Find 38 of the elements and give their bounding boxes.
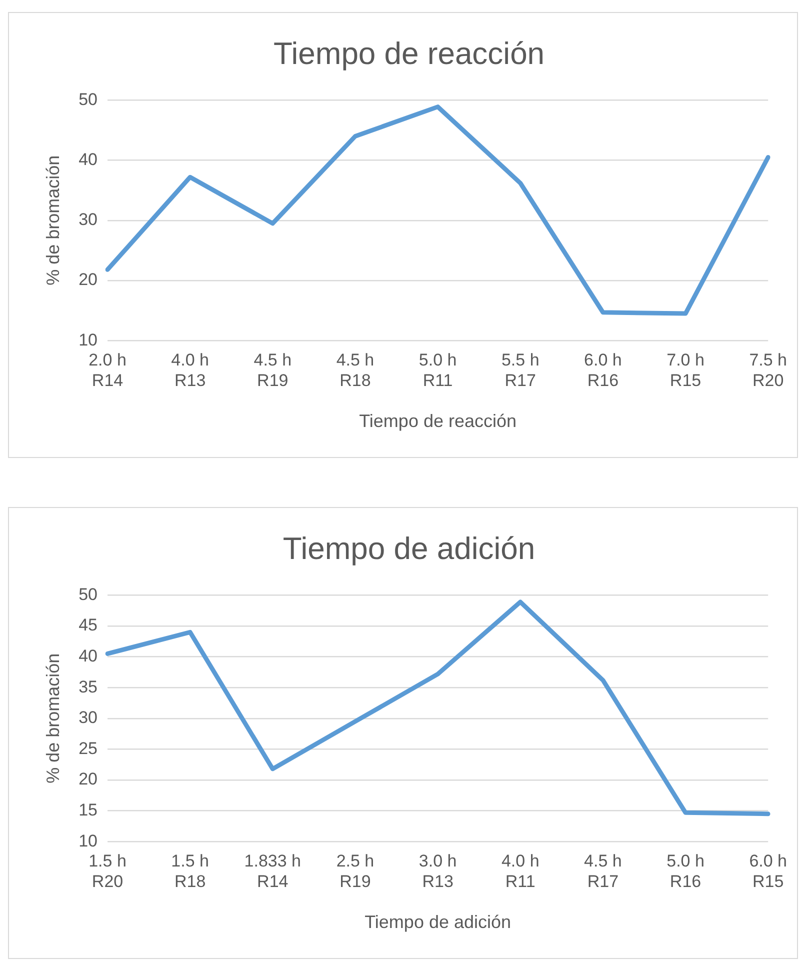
x-tick-label: 2.0 h R14 — [88, 350, 126, 390]
y-tick-label: 40 — [78, 150, 98, 169]
x-tick-label: 2.5 h R19 — [336, 851, 374, 891]
x-tick-label: 4.5 h R19 — [254, 350, 292, 390]
x-tick-label: 5.0 h R16 — [666, 851, 704, 891]
y-tick-label: 10 — [78, 831, 98, 850]
x-tick-label: 5.0 h R11 — [418, 350, 457, 390]
x-tick-label: 4.0 h R11 — [501, 851, 540, 891]
x-tick-label: 1.5 h R18 — [171, 851, 209, 891]
x-tick-label: 6.0 h R15 — [749, 851, 787, 891]
x-tick-label: 4.5 h R18 — [336, 350, 374, 390]
x-tick-label: 7.5 h R20 — [749, 350, 787, 390]
x-tick-label: 4.5 h R17 — [584, 851, 622, 891]
x-tick-label: 5.5 h R17 — [501, 350, 540, 390]
y-axis-title: % de bromación — [42, 653, 63, 784]
x-tick-label: 1.5 h R20 — [88, 851, 126, 891]
x-axis-title: Tiempo de reacción — [359, 411, 517, 432]
x-tick-label: 4.0 h R13 — [171, 350, 209, 390]
y-tick-label: 50 — [78, 90, 98, 109]
x-tick-label: 3.0 h R13 — [418, 851, 457, 891]
x-tick-label: 7.0 h R15 — [666, 350, 704, 390]
y-tick-label: 40 — [78, 646, 98, 666]
y-axis-title: % de bromación — [42, 155, 63, 286]
y-tick-label: 35 — [78, 677, 98, 696]
y-tick-label: 45 — [78, 616, 98, 635]
y-tick-label: 20 — [78, 270, 98, 290]
y-tick-label: 25 — [78, 738, 98, 758]
y-tick-label: 20 — [78, 770, 98, 789]
x-axis-title: Tiempo de adición — [364, 912, 512, 932]
y-tick-label: 10 — [78, 330, 98, 350]
y-tick-label: 50 — [78, 584, 98, 604]
x-tick-label: 1.833 h R14 — [244, 851, 302, 891]
y-tick-label: 30 — [78, 210, 98, 230]
chart-title: Tiempo de reacción — [273, 36, 545, 72]
x-tick-label: 6.0 h R16 — [584, 350, 622, 390]
y-tick-label: 30 — [78, 708, 98, 728]
chart-title: Tiempo de adición — [282, 531, 536, 566]
y-tick-label: 15 — [78, 800, 98, 820]
